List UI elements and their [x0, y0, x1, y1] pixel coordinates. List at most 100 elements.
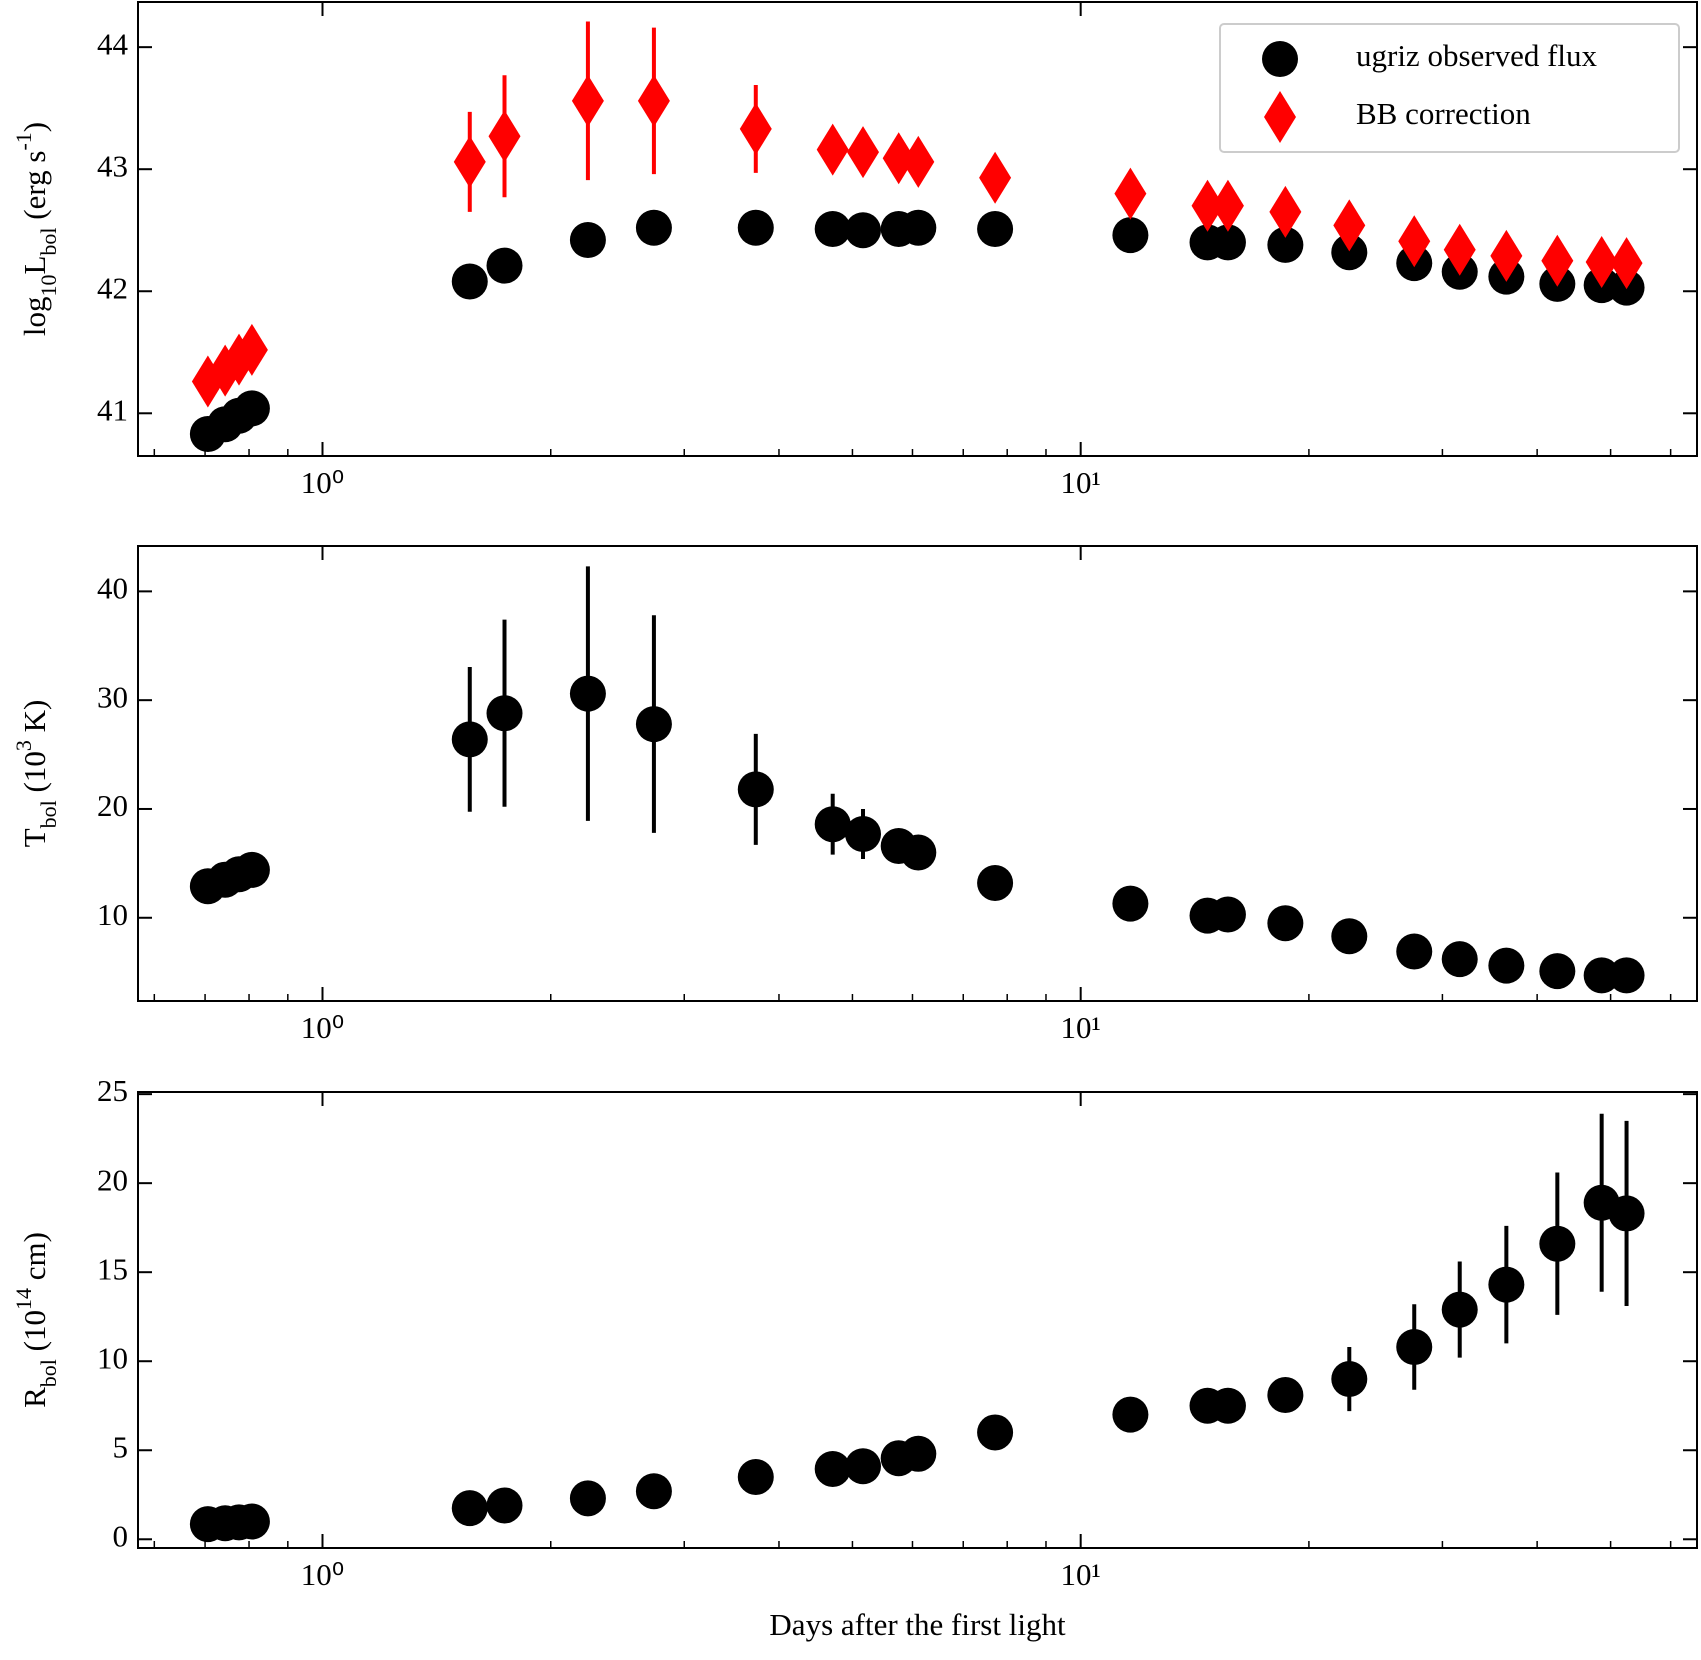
y-tick-label: 15 [97, 1251, 128, 1286]
x-tick-label: 10¹ [1061, 465, 1101, 500]
panel: 0 5 10 15 20 25 10⁰ 10¹ Rbol (1014 cm) Days after… [11, 1073, 1698, 1642]
axes-frame [137, 545, 1698, 1002]
circle-marker [900, 1435, 937, 1472]
circle-marker [900, 834, 937, 871]
legend-label: BB correction [1356, 96, 1531, 131]
circle-marker [233, 851, 270, 888]
label-part: 10 [36, 275, 61, 297]
legend-label: ugriz observed flux [1356, 38, 1598, 73]
circle-marker [1608, 1195, 1645, 1232]
y-tick-label: 42 [97, 270, 128, 305]
diamond-marker [1114, 167, 1147, 220]
diamond-marker [979, 151, 1012, 204]
x-tick-label: 10¹ [1061, 1557, 1101, 1592]
x-tick-label: 10⁰ [301, 1010, 344, 1045]
circle-marker [569, 675, 606, 712]
label-part: -1 [11, 132, 36, 150]
diamond-marker [1610, 237, 1643, 290]
label-part: bol [36, 1359, 61, 1387]
circle-marker [1331, 1361, 1368, 1398]
axes-frame [137, 1, 1698, 457]
diamond-marker [1269, 185, 1302, 238]
diamond-marker [571, 74, 604, 127]
panel: 41 42 43 44 10⁰ 10¹ log10Lbol (erg s-1) ugriz o… [11, 1, 1698, 500]
y-tick-label: 40 [97, 570, 128, 605]
label-part: L [17, 256, 52, 275]
legend-frame [1219, 23, 1680, 153]
circle-marker [1539, 953, 1576, 990]
diamond-marker [882, 132, 915, 185]
legend-marker [1262, 41, 1298, 77]
circle-marker [569, 221, 606, 258]
circle-marker [569, 1480, 606, 1517]
circle-marker [486, 247, 523, 284]
circle-marker [1112, 217, 1149, 254]
label-part: (10 [17, 1310, 52, 1359]
circle-marker [1488, 1266, 1525, 1303]
y-tick-label: 10 [97, 1340, 128, 1375]
circle-marker [814, 211, 851, 247]
circle-marker [1267, 226, 1304, 263]
label-part: T [17, 828, 52, 847]
circle-marker [635, 209, 672, 246]
y-tick-label: 0 [113, 1518, 129, 1553]
circle-marker [1608, 957, 1645, 994]
diamond-marker [1490, 229, 1523, 282]
diamond-marker [1541, 234, 1574, 287]
circle-marker [1441, 1291, 1478, 1328]
label-part: log [17, 297, 52, 337]
diamond-marker [488, 110, 521, 163]
diamond-marker [1443, 223, 1476, 276]
y-tick-label: 25 [97, 1073, 128, 1108]
circle-marker [1112, 1396, 1149, 1433]
y-tick-label: 5 [113, 1429, 129, 1464]
circle-marker [1441, 941, 1478, 978]
circle-marker [451, 263, 488, 300]
x-tick-label: 10⁰ [301, 1557, 344, 1592]
diamond-marker [1211, 179, 1244, 232]
diamond-marker [1333, 199, 1366, 252]
circle-marker [977, 211, 1014, 247]
label-part: 14 [11, 1288, 36, 1310]
circle-marker [1331, 234, 1368, 271]
label-part: (10 [17, 751, 52, 800]
y-tick-label: 30 [97, 679, 128, 714]
circle-marker [451, 1490, 488, 1527]
diamond-marker [847, 126, 880, 179]
circle-marker [845, 1448, 882, 1485]
y-tick-label: 41 [97, 392, 128, 427]
diamond-marker [235, 323, 268, 376]
diamond-marker [1191, 179, 1224, 232]
y-tick-label: 20 [97, 1162, 128, 1197]
y-tick-label: 10 [97, 897, 128, 932]
label-part: bol [36, 800, 61, 828]
circle-marker [737, 209, 774, 246]
y-tick-label: 20 [97, 788, 128, 823]
circle-marker [1209, 896, 1246, 933]
circle-marker [1396, 1328, 1433, 1365]
circle-marker [486, 1487, 523, 1524]
circle-marker [451, 721, 488, 758]
diamond-marker [637, 74, 670, 127]
y-axis-label: Rbol (1014 cm) [11, 1232, 61, 1408]
circle-marker [1209, 224, 1246, 261]
diamond-marker [816, 123, 849, 176]
circle-marker [1112, 885, 1149, 922]
circle-marker [977, 864, 1014, 901]
circle-marker [1539, 1225, 1576, 1262]
diamond-marker [902, 135, 935, 188]
circle-marker [1488, 947, 1525, 984]
x-tick-label: 10¹ [1061, 1010, 1101, 1045]
circle-marker [233, 1503, 270, 1540]
circle-marker [1396, 933, 1433, 970]
circle-marker [233, 390, 270, 427]
circle-marker [635, 706, 672, 743]
circle-marker [1267, 905, 1304, 942]
circle-marker [900, 209, 937, 246]
label-part: ) [17, 122, 52, 132]
circle-marker [814, 806, 851, 843]
circle-marker [1209, 1387, 1246, 1424]
label-part: bol [36, 227, 61, 255]
y-axis-label: log10Lbol (erg s-1) [11, 122, 61, 336]
circle-marker [1331, 918, 1368, 955]
